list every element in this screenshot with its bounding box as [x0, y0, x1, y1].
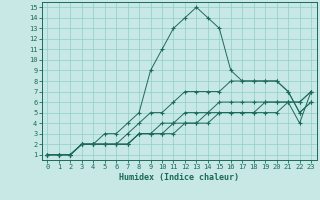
X-axis label: Humidex (Indice chaleur): Humidex (Indice chaleur): [119, 173, 239, 182]
